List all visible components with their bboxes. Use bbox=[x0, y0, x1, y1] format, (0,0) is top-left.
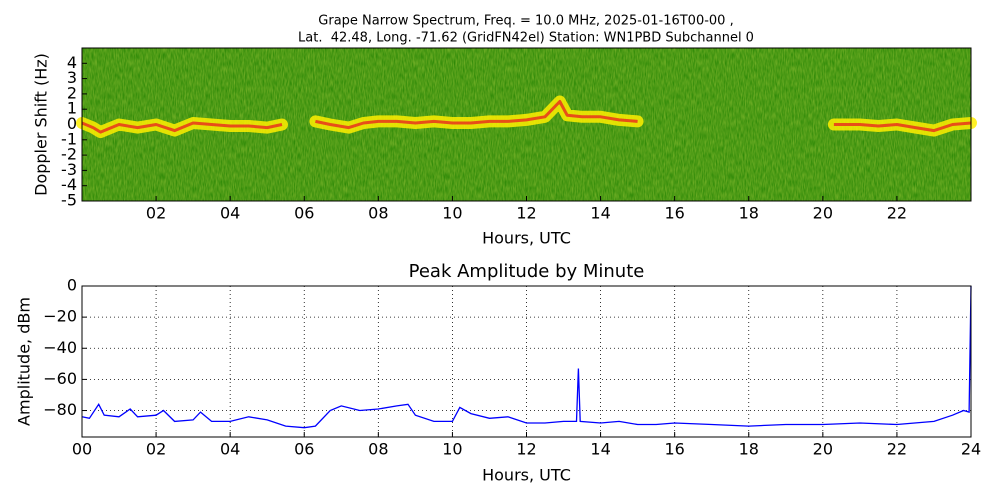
x-tick-label: 06 bbox=[294, 204, 314, 223]
x-tick-label: 14 bbox=[590, 440, 610, 459]
y-tick-label: −60 bbox=[43, 369, 77, 388]
y-tick-label: -3 bbox=[61, 160, 77, 179]
y-tick-label: 2 bbox=[67, 83, 77, 102]
x-tick-label: 04 bbox=[220, 440, 240, 459]
y-tick-label: −80 bbox=[43, 400, 77, 419]
x-tick-label: 18 bbox=[739, 440, 759, 459]
x-tick-label: 02 bbox=[146, 440, 166, 459]
y-tick-label: -1 bbox=[61, 129, 77, 148]
y-tick-label: -2 bbox=[61, 145, 77, 164]
y-tick-label: 0 bbox=[67, 114, 77, 133]
x-tick-label: 24 bbox=[961, 440, 981, 459]
x-tick-label: 14 bbox=[590, 204, 610, 223]
x-tick-label: 02 bbox=[146, 204, 166, 223]
y-tick-label: -4 bbox=[61, 175, 77, 194]
x-tick-label: 22 bbox=[887, 440, 907, 459]
y-tick-label: 3 bbox=[67, 68, 77, 87]
x-tick-label: 00 bbox=[72, 440, 92, 459]
chart-subtitle: Lat. 42.48, Long. -71.62 (GridFN42el) St… bbox=[298, 31, 754, 46]
y-tick-label: −20 bbox=[43, 307, 77, 326]
x-tick-label: 20 bbox=[813, 204, 833, 223]
y-axis-label: Doppler Shift (Hz) bbox=[32, 53, 51, 196]
chart-title: Grape Narrow Spectrum, Freq. = 10.0 MHz,… bbox=[318, 14, 733, 29]
x-tick-label: 18 bbox=[739, 204, 759, 223]
x-tick-label: 04 bbox=[220, 204, 240, 223]
x-tick-label: 12 bbox=[516, 204, 536, 223]
axes-frame bbox=[81, 47, 972, 202]
x-tick-label: 10 bbox=[442, 440, 462, 459]
y-tick-label: 4 bbox=[67, 53, 77, 72]
x-tick-label: 16 bbox=[664, 204, 684, 223]
x-tick-label: 08 bbox=[368, 440, 388, 459]
y-tick-label: 1 bbox=[67, 99, 77, 118]
x-tick-label: 12 bbox=[516, 440, 536, 459]
axes-frame bbox=[81, 285, 972, 438]
plot-title: Peak Amplitude by Minute bbox=[409, 261, 645, 282]
x-tick-label: 10 bbox=[442, 204, 462, 223]
x-tick-label: 06 bbox=[294, 440, 314, 459]
amplitude-line bbox=[81, 285, 972, 429]
x-tick-label: 22 bbox=[887, 204, 907, 223]
x-tick-label: 20 bbox=[813, 440, 833, 459]
x-tick-label: 08 bbox=[368, 204, 388, 223]
y-tick-label: 0 bbox=[67, 276, 77, 295]
y-tick-label: −40 bbox=[43, 338, 77, 357]
x-axis-label: Hours, UTC bbox=[482, 229, 571, 248]
signal-peak bbox=[81, 100, 972, 134]
x-tick-label: 16 bbox=[664, 440, 684, 459]
x-axis-label: Hours, UTC bbox=[482, 466, 571, 485]
y-tick-label: -5 bbox=[61, 191, 77, 210]
y-axis-label: Amplitude, dBm bbox=[15, 297, 34, 426]
